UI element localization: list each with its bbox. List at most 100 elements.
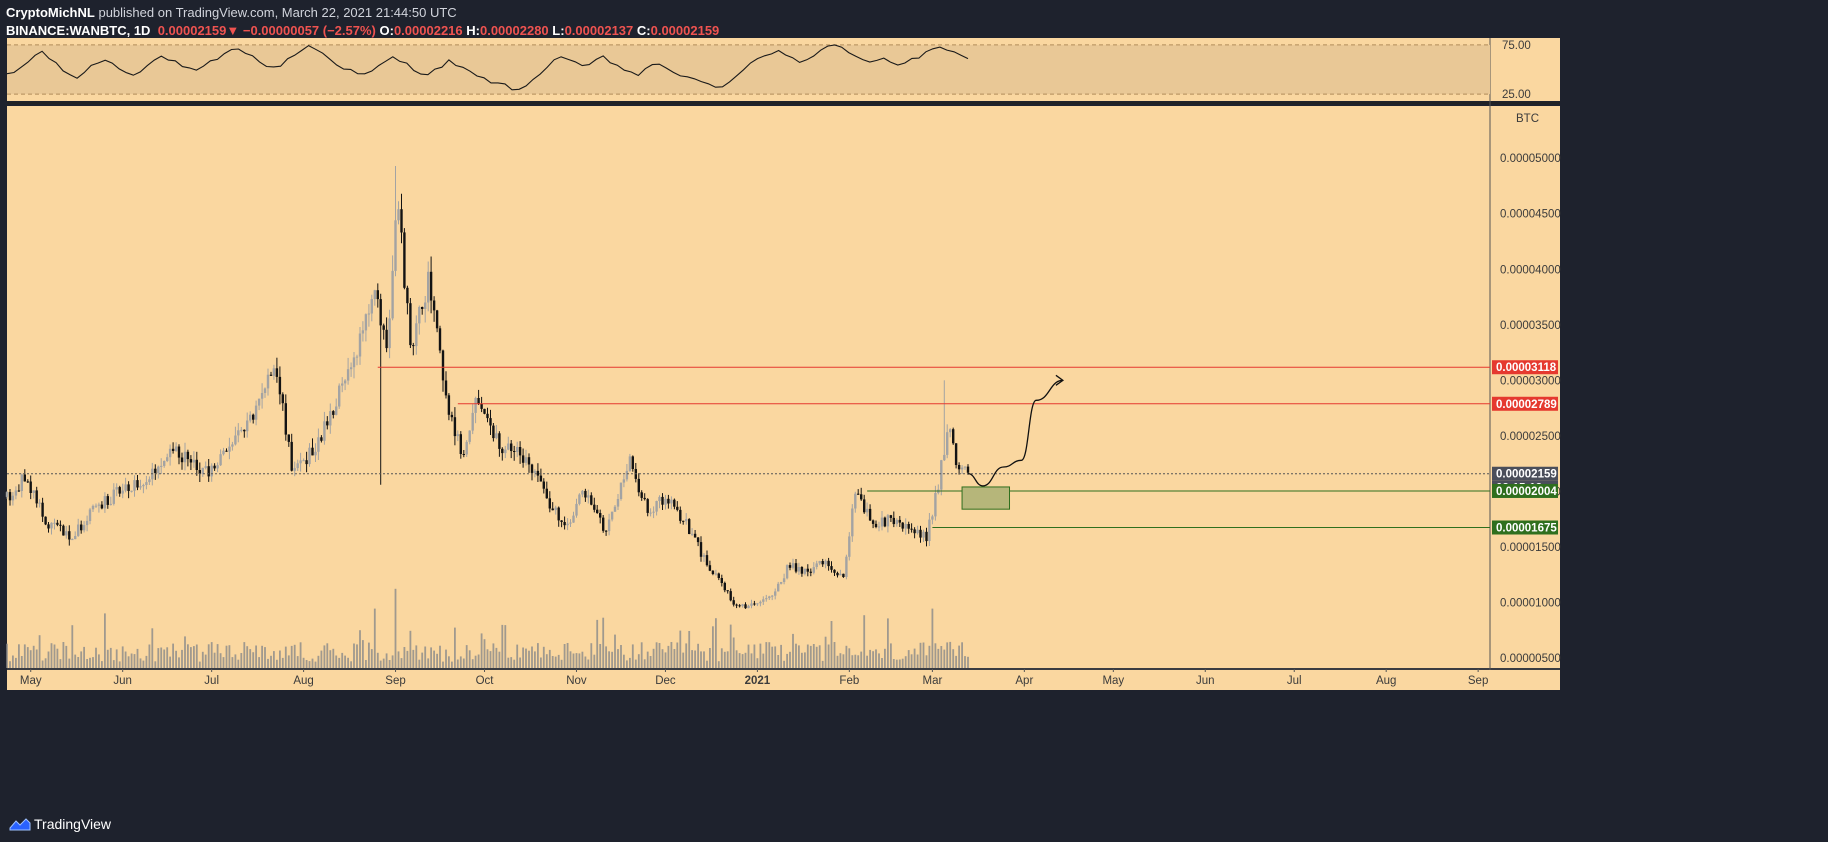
price-candle[interactable] [803, 568, 807, 576]
price-candle[interactable] [925, 527, 928, 547]
price-candle[interactable] [607, 513, 611, 536]
price-candle[interactable] [409, 298, 412, 348]
price-candle[interactable] [85, 515, 89, 532]
price-candle[interactable] [510, 440, 513, 459]
price-candle[interactable] [474, 396, 477, 424]
price-candle[interactable] [62, 524, 65, 536]
price-candle[interactable] [320, 435, 323, 443]
price-candle[interactable] [299, 452, 302, 472]
price-candle[interactable] [954, 443, 958, 469]
price-candle[interactable] [142, 483, 145, 494]
price-candle[interactable] [513, 445, 516, 461]
price-candle[interactable] [38, 499, 41, 508]
price-candle[interactable] [418, 305, 421, 335]
price-candle[interactable] [272, 364, 276, 380]
price-candle[interactable] [871, 519, 875, 529]
price-candle[interactable] [806, 564, 809, 577]
price-candle[interactable] [266, 368, 270, 396]
price-candle[interactable] [560, 520, 563, 528]
price-candle[interactable] [180, 452, 184, 470]
price-candle[interactable] [56, 519, 59, 527]
price-candle[interactable] [177, 444, 181, 465]
price-candle[interactable] [812, 562, 815, 575]
price-candle[interactable] [213, 463, 216, 471]
price-candle[interactable] [391, 255, 394, 321]
price-candle[interactable] [406, 285, 409, 315]
price-candle[interactable] [854, 491, 857, 513]
price-candle[interactable] [516, 441, 519, 458]
price-candle[interactable] [210, 463, 213, 482]
price-candle[interactable] [682, 520, 685, 525]
price-candle[interactable] [429, 256, 433, 314]
price-candle[interactable] [640, 490, 643, 501]
price-candle[interactable] [599, 509, 602, 524]
price-candle[interactable] [65, 525, 68, 539]
price-candle[interactable] [857, 489, 860, 495]
price-candle[interactable] [809, 568, 812, 577]
price-candle[interactable] [771, 595, 774, 601]
tradingview-logo-icon[interactable] [8, 816, 32, 832]
publisher-name[interactable]: CryptoMichNL [6, 5, 95, 20]
price-candle[interactable] [863, 494, 866, 514]
price-badge-resistance[interactable]: 0.00003118 [1492, 360, 1558, 375]
price-candle[interactable] [536, 463, 540, 482]
price-candle[interactable] [77, 518, 80, 537]
price-candle[interactable] [290, 433, 293, 472]
price-candle[interactable] [750, 599, 753, 609]
price-candle[interactable] [145, 475, 148, 490]
price-candle[interactable] [100, 501, 104, 510]
price-candle[interactable] [8, 489, 12, 506]
price-candle[interactable] [394, 166, 397, 277]
price-candle[interactable] [14, 486, 18, 500]
price-candle[interactable] [604, 530, 608, 536]
price-candle[interactable] [459, 431, 462, 459]
price-candle[interactable] [367, 304, 371, 327]
price-candle[interactable] [435, 309, 439, 333]
price-candle[interactable] [97, 502, 101, 513]
price-candle[interactable] [649, 508, 652, 517]
price-candle[interactable] [257, 398, 261, 411]
price-candle[interactable] [785, 564, 789, 580]
price-candle[interactable] [788, 562, 792, 571]
price-candle[interactable] [667, 494, 670, 509]
price-candle[interactable] [29, 475, 32, 500]
price-candle[interactable] [231, 441, 234, 451]
price-candle[interactable] [646, 498, 649, 517]
price-candle[interactable] [584, 488, 587, 502]
price-candle[interactable] [830, 561, 833, 573]
price-candle[interactable] [382, 323, 385, 340]
price-candle[interactable] [768, 595, 771, 600]
price-candle[interactable] [548, 491, 551, 513]
price-candle[interactable] [281, 392, 284, 411]
price-candle[interactable] [762, 596, 765, 605]
price-candle[interactable] [456, 430, 459, 442]
price-candle[interactable] [121, 483, 124, 499]
price-candle[interactable] [343, 379, 347, 391]
price-candle[interactable] [821, 558, 824, 567]
price-candle[interactable] [154, 464, 157, 480]
price-candle[interactable] [341, 377, 344, 393]
price-candle[interactable] [103, 492, 107, 513]
price-candle[interactable] [747, 604, 750, 609]
price-candle[interactable] [174, 442, 178, 452]
price-candle[interactable] [237, 423, 240, 443]
price-candle[interactable] [157, 465, 160, 479]
price-candle[interactable] [628, 453, 632, 472]
price-candle[interactable] [171, 442, 175, 454]
price-candle[interactable] [504, 445, 507, 459]
price-candle[interactable] [349, 362, 353, 377]
price-candle[interactable] [851, 504, 854, 542]
price-candle[interactable] [204, 461, 207, 470]
price-candle[interactable] [252, 413, 255, 424]
price-candle[interactable] [824, 559, 827, 569]
price-candle[interactable] [693, 530, 697, 538]
price-candle[interactable] [860, 487, 863, 501]
price-candle[interactable] [308, 443, 311, 467]
price-candle[interactable] [44, 516, 47, 526]
price-candle[interactable] [50, 522, 53, 535]
price-candle[interactable] [913, 527, 916, 539]
price-candle[interactable] [498, 431, 501, 457]
price-candle[interactable] [815, 560, 818, 570]
price-candle[interactable] [753, 600, 756, 606]
